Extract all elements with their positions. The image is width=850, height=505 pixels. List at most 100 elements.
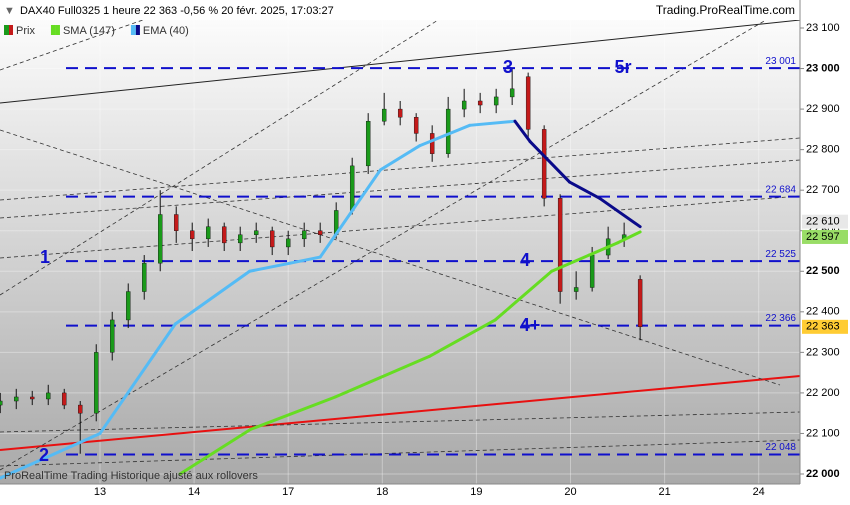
- x-tick-label: 13: [94, 486, 106, 498]
- legend-swatch: [55, 25, 60, 35]
- level-label: 22 525: [765, 249, 796, 260]
- indicator-segment: [418, 123, 472, 148]
- x-tick-label: 20: [564, 486, 576, 498]
- channel-line: [0, 0, 471, 296]
- candle-body: [46, 392, 51, 400]
- indicator-segment: [178, 427, 253, 476]
- channel-line: [0, 439, 801, 467]
- indicator-segment: [550, 253, 591, 273]
- wave-label: 2: [39, 445, 49, 465]
- candle-body: [14, 396, 19, 402]
- y-tick-label: 22 400: [806, 306, 840, 318]
- candle-body: [525, 76, 531, 130]
- x-tick-label: 21: [658, 486, 670, 498]
- candle-body: [0, 400, 3, 406]
- x-tick-label: 19: [470, 486, 482, 498]
- candle-body: [238, 234, 243, 244]
- candle-body: [110, 319, 115, 353]
- trend-line: [0, 19, 801, 104]
- trend-line: [0, 375, 801, 451]
- legend-swatch: [130, 25, 136, 35]
- indicator-segment: [98, 322, 177, 435]
- price-tag: [802, 319, 848, 334]
- indicator-segment: [318, 168, 382, 259]
- candle-body: [573, 287, 579, 292]
- title: DAX40 Full0325 1 heure 22 363 -0,56 % 20…: [20, 5, 334, 17]
- y-tick-label: 22 800: [806, 144, 840, 156]
- candle-body: [254, 230, 259, 235]
- legend-swatch: [135, 25, 140, 35]
- candle-body: [206, 226, 211, 240]
- wave-label: 1: [40, 247, 50, 267]
- candle-body: [126, 291, 131, 321]
- indicator-segment: [333, 354, 431, 399]
- legend-label: Prix: [16, 25, 35, 37]
- wave-label: 5r: [614, 57, 631, 77]
- grid: [0, 20, 800, 484]
- channel-line: [0, 411, 801, 433]
- candle-body: [637, 279, 643, 328]
- channel-line: [0, 0, 801, 471]
- candle-body: [461, 100, 467, 110]
- candle-body: [509, 88, 515, 98]
- indicator-segment: [468, 119, 517, 127]
- y-tick-label: 22 900: [806, 103, 840, 115]
- candle-body: [477, 100, 483, 106]
- indicator-segment: [0, 431, 102, 480]
- channel-line: [0, 195, 801, 259]
- indicator-segment: [493, 269, 554, 322]
- indicator-segment: [587, 241, 620, 257]
- x-tick-label: 17: [282, 486, 294, 498]
- candle-body: [190, 230, 195, 240]
- candle-body: [317, 230, 323, 235]
- candle-body: [94, 352, 99, 414]
- price-tag-label: 22 610: [806, 216, 840, 228]
- marks: [0, 68, 643, 480]
- wave-label: 4: [520, 250, 530, 270]
- price-tag-label: 22 363: [806, 321, 840, 333]
- candle-body: [493, 96, 499, 106]
- indicator-segment: [528, 140, 572, 184]
- candle-body: [301, 230, 307, 240]
- candle-body: [286, 238, 291, 248]
- candle-body: [222, 226, 227, 244]
- axis-panel: [800, 0, 850, 500]
- y-tick-label: 22 200: [806, 387, 840, 399]
- candle-body: [30, 396, 35, 400]
- indicator-segment: [173, 269, 252, 326]
- plot-background: [0, 0, 800, 484]
- legend-swatch: [9, 25, 13, 35]
- indicator-segment: [248, 261, 292, 273]
- legend: Prix SMA (147) EMA (40): [4, 25, 189, 37]
- candle-body: [557, 198, 563, 292]
- y-tick-label: 23 000: [806, 62, 840, 74]
- indicator-segment: [378, 144, 422, 172]
- candle-body: [429, 133, 435, 154]
- wave-label: 4+: [520, 315, 541, 335]
- indicator-segment: [513, 119, 532, 144]
- channel-line: [0, 137, 801, 201]
- channel-line: [0, 129, 781, 386]
- y-tick-label: 22 000: [806, 468, 840, 480]
- x-tick-label: 24: [753, 486, 765, 498]
- candle-body: [589, 254, 595, 288]
- candle-body: [381, 108, 387, 122]
- indicator-segment: [427, 318, 497, 358]
- level-label: 22 684: [765, 184, 796, 195]
- source: Trading.ProRealTime.com: [656, 3, 795, 17]
- footer: ProRealTime Trading Historique ajusté au…: [4, 470, 258, 482]
- legend-swatch: [4, 25, 9, 35]
- candle-body: [142, 262, 147, 292]
- candle-body: [541, 129, 547, 199]
- candle-body: [270, 230, 275, 248]
- price-tag: [802, 214, 848, 229]
- indicator-segment: [598, 196, 642, 229]
- menu-icon: ▼: [4, 5, 15, 17]
- x-tick-label: 14: [188, 486, 200, 498]
- indicator-segment: [249, 395, 337, 431]
- y-tick-label: 22 700: [806, 184, 840, 196]
- y-tick-label: 22 100: [806, 427, 840, 439]
- candle-body: [78, 404, 83, 414]
